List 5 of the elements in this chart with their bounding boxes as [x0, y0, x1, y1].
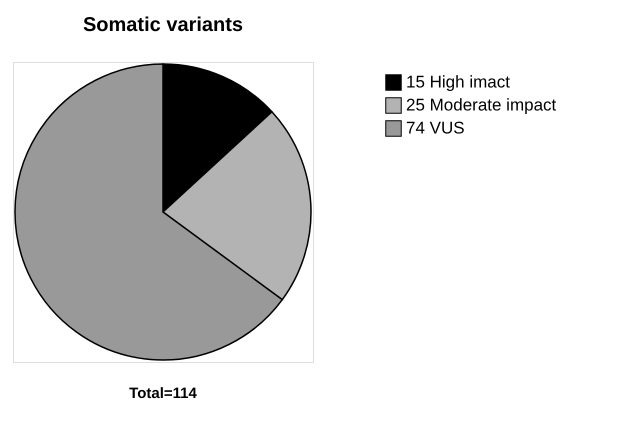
text: Total=114: [129, 385, 198, 402]
legend-label: 15 High imact: [406, 72, 510, 92]
chart-title: Somatic variants: [82, 14, 244, 36]
legend-label: 74 VUS: [406, 118, 465, 138]
legend-label: 25 Moderate impact: [406, 96, 557, 114]
